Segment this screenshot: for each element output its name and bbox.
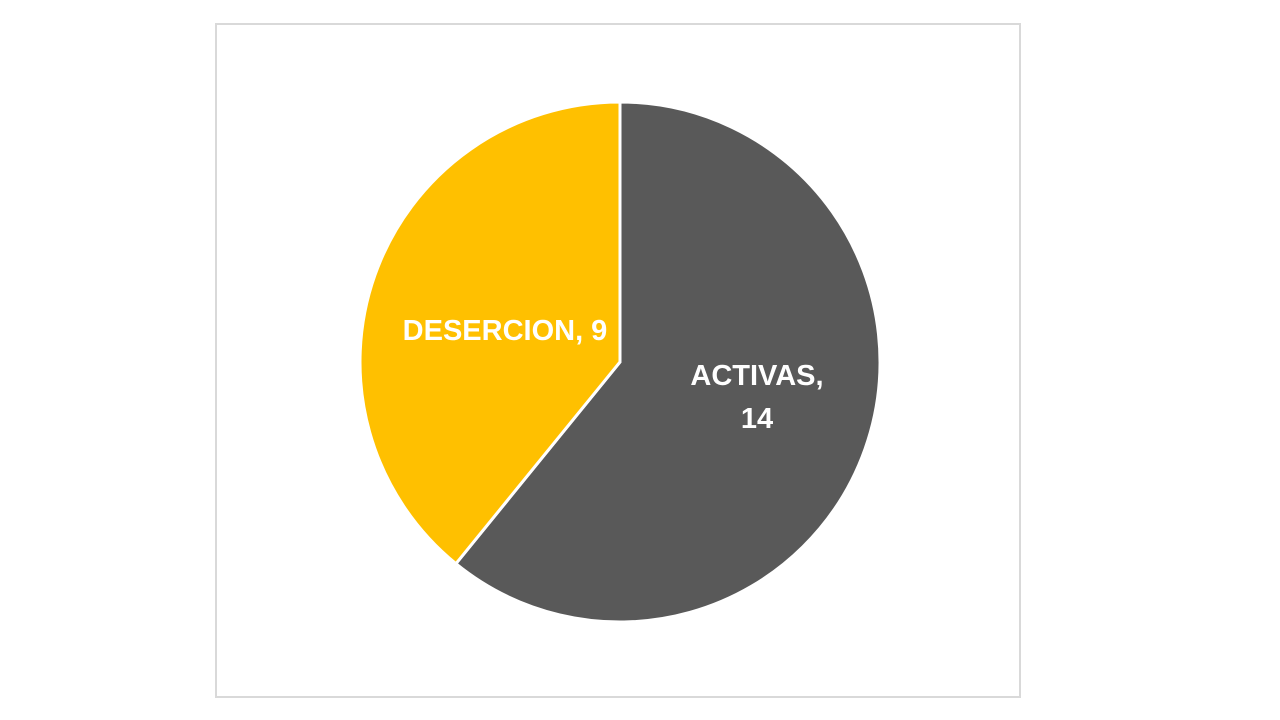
pie-slices: [358, 100, 882, 624]
slice-label-activas: ACTIVAS,: [690, 360, 823, 392]
pie-slice-activas: [453, 100, 882, 624]
slice-label-desercion: DESERCION, 9: [403, 315, 608, 347]
pie-slice-desercion: [358, 100, 622, 566]
slice-value-activas: 14: [741, 403, 773, 435]
pie-labels: ACTIVAS, 14 DESERCION, 9: [403, 315, 824, 435]
